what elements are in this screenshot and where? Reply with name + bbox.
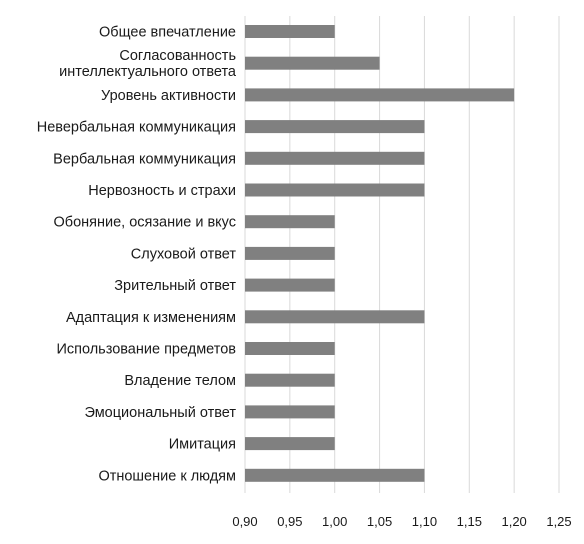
bar: [245, 183, 425, 197]
category-label: Имитация: [169, 437, 236, 453]
category-label: Владение телом: [124, 373, 236, 389]
bar: [245, 215, 335, 229]
x-tick-label: 1,25: [546, 514, 571, 529]
category-label: Использование предметов: [56, 342, 236, 358]
bar: [245, 246, 335, 260]
x-tick-label: 1,05: [367, 514, 392, 529]
x-tick-label: 1,00: [322, 514, 347, 529]
bar: [245, 405, 335, 419]
category-label: Слуховой ответ: [131, 246, 237, 262]
bar: [245, 56, 380, 70]
category-label: Отношение к людям: [98, 468, 236, 484]
category-label: Адаптация к изменениям: [66, 310, 236, 326]
bar: [245, 342, 335, 355]
bar: [245, 310, 425, 324]
category-label: Эмоциональный ответ: [84, 405, 236, 421]
x-tick-label: 1,10: [412, 514, 437, 529]
bar: [245, 468, 425, 482]
category-label: Невербальная коммуникация: [37, 120, 236, 136]
x-axis-tick-labels: 0,90 0,95 1,00 1,05 1,10 1,15 1,20 1,25: [232, 514, 571, 529]
bar: [245, 120, 425, 134]
category-label: Уровень активности: [101, 88, 236, 104]
x-tick-label: 0,95: [277, 514, 302, 529]
bar: [245, 25, 335, 38]
category-label: Согласованность интеллектуального ответа: [59, 48, 237, 80]
category-label: Вербальная коммуникация: [53, 151, 236, 167]
category-label: Нервозность и страхи: [88, 183, 236, 199]
bar: [245, 437, 335, 451]
x-tick-label: 1,20: [501, 514, 526, 529]
category-label: Зрительный ответ: [114, 278, 236, 294]
category-label: Обоняние, осязание и вкус: [54, 215, 237, 231]
x-tick-label: 1,15: [457, 514, 482, 529]
bar: [245, 373, 335, 387]
category-label: Общее впечатление: [99, 25, 236, 41]
category-labels: Общее впечатление Согласованность интеллек…: [37, 25, 237, 485]
bar: [245, 88, 515, 102]
bar: [245, 151, 425, 165]
x-tick-label: 0,90: [232, 514, 257, 529]
bar: [245, 278, 335, 292]
bars: [245, 25, 515, 482]
